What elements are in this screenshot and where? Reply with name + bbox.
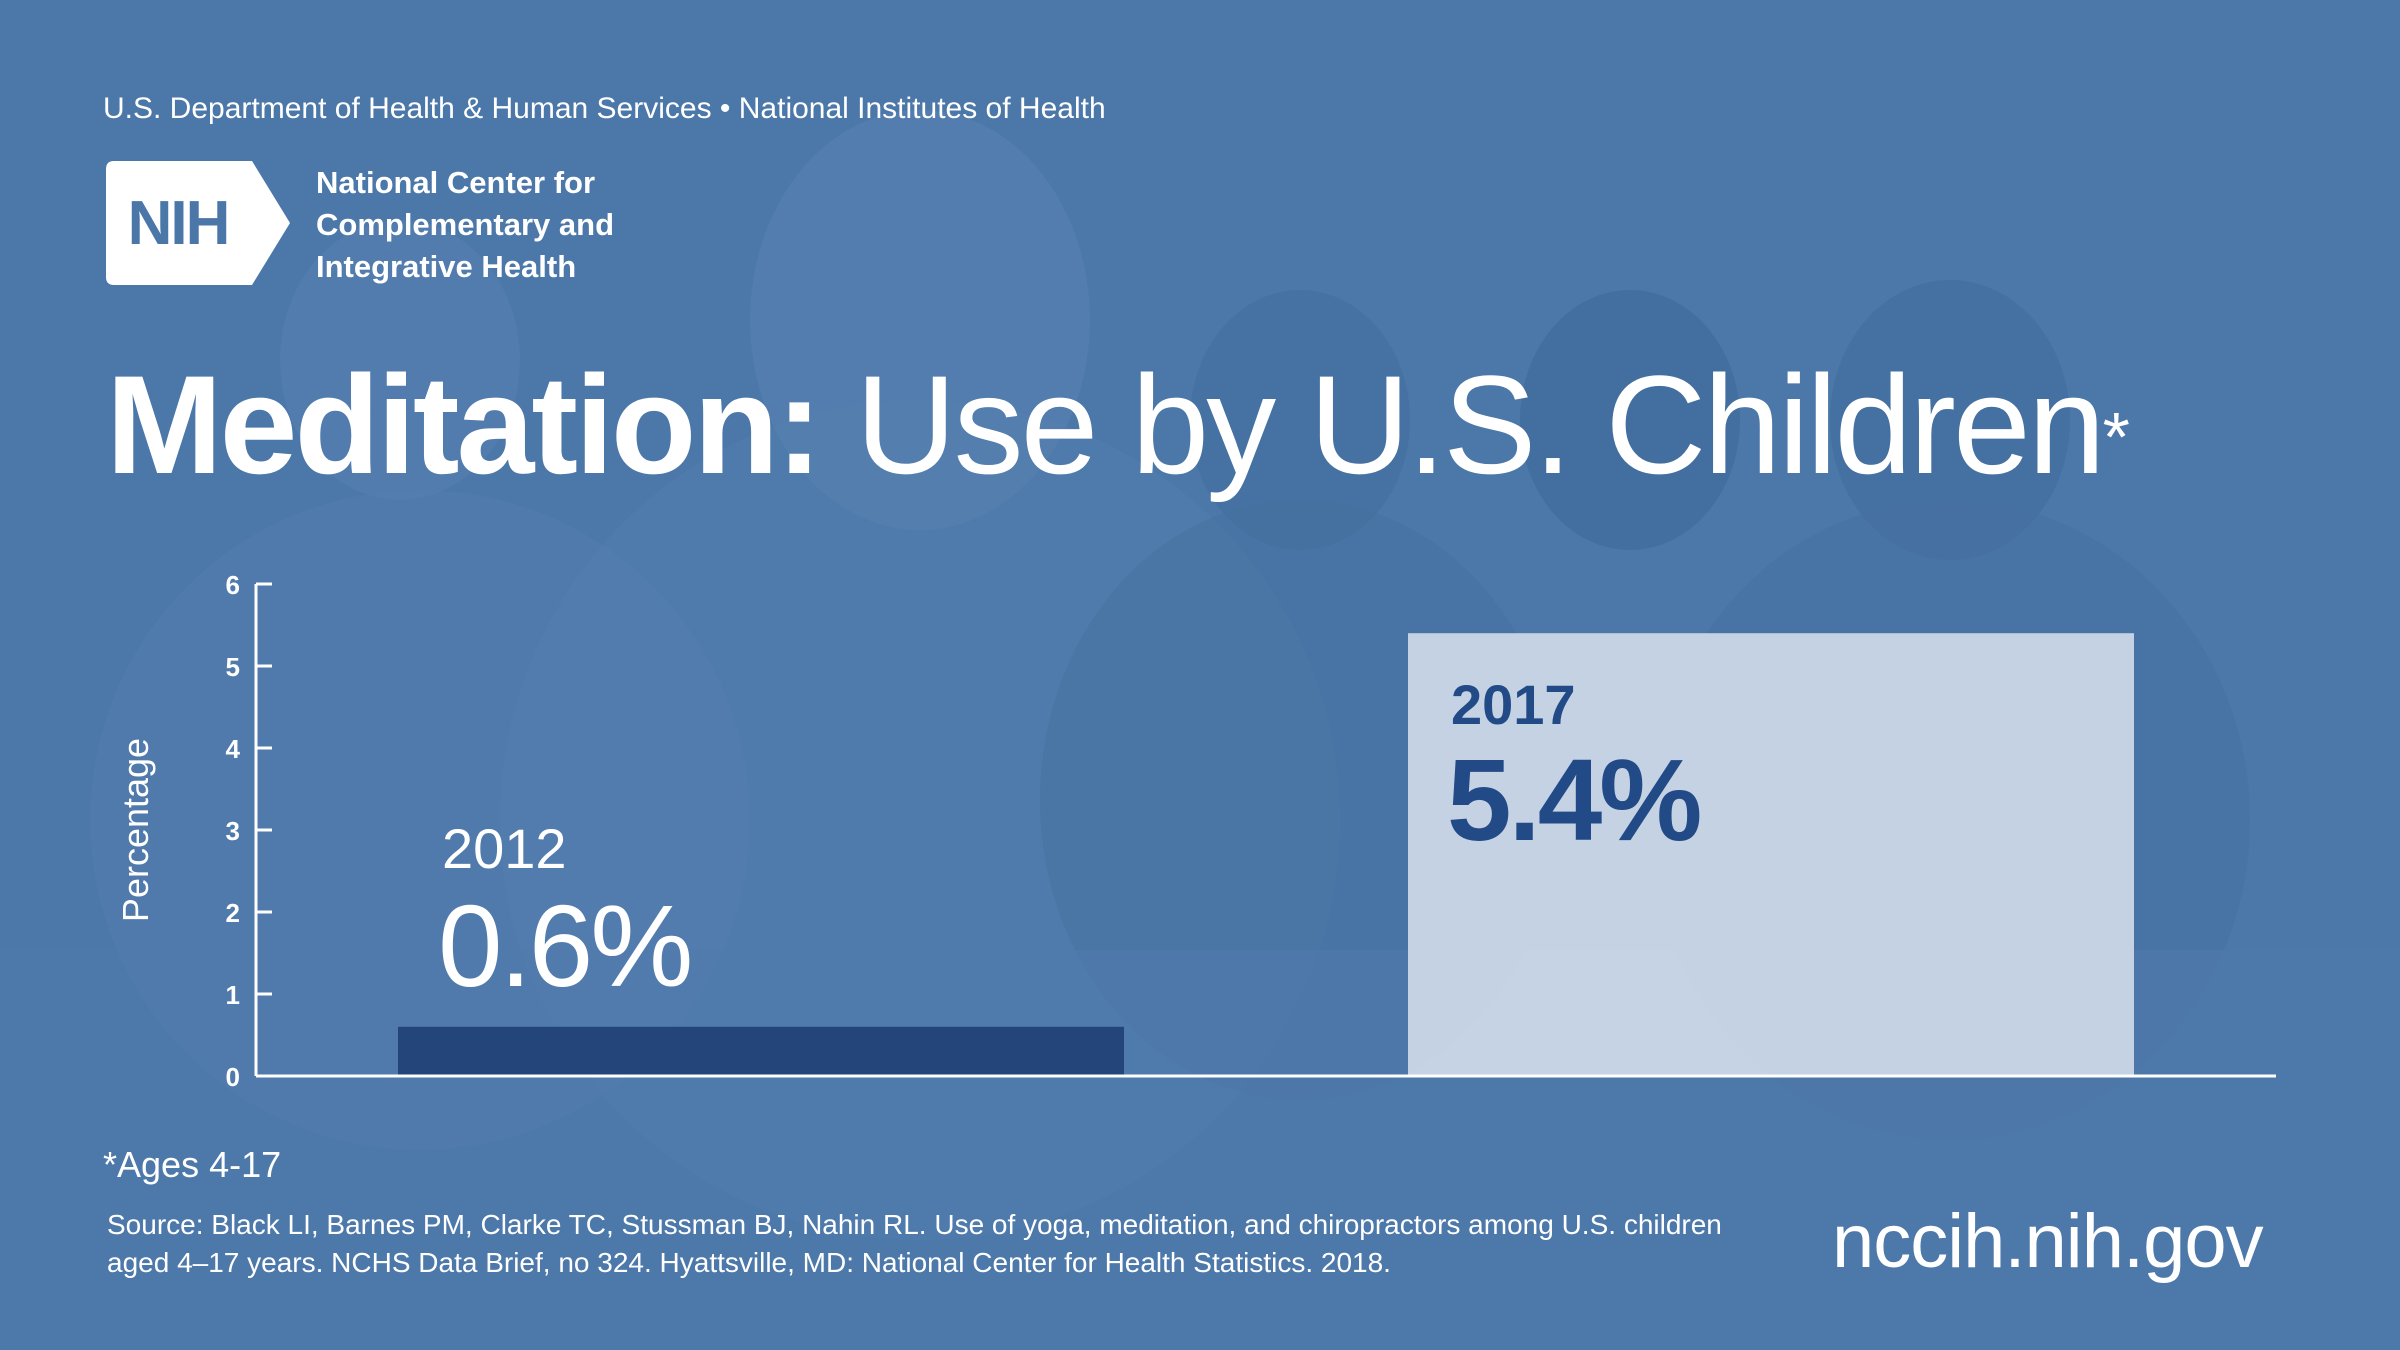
y-tick-label: 5: [226, 652, 240, 682]
bar-2012: [398, 1026, 1124, 1076]
y-tick-label: 3: [226, 816, 240, 846]
logo-line: Complementary and: [316, 207, 615, 242]
nih-logo: NIH: [106, 161, 290, 285]
y-tick-label: 4: [226, 734, 241, 764]
y-tick-label: 6: [226, 570, 240, 600]
title-bold: Meditation:: [106, 346, 823, 503]
y-tick-label: 0: [226, 1062, 240, 1092]
y-tick-label: 2: [226, 898, 240, 928]
value-label: 5.4%: [1447, 735, 1700, 865]
page-title: Meditation: Use by U.S. Children*: [106, 340, 2130, 510]
y-axis-label: Percentage: [115, 738, 156, 922]
bar-2017: [1408, 633, 2134, 1076]
department-line: U.S. Department of Health & Human Servic…: [103, 92, 1106, 125]
logo-text: National Center for Complementary and In…: [316, 162, 614, 288]
category-label: 2012: [442, 817, 567, 880]
footnote: *Ages 4-17: [103, 1144, 282, 1185]
logo-line: National Center for: [316, 165, 596, 200]
title-rest: Use by U.S. Children: [855, 346, 2105, 503]
category-label: 2017: [1451, 673, 1576, 736]
logo-mark: NIH: [128, 189, 229, 258]
y-tick-label: 1: [226, 980, 240, 1010]
title-marker: *: [2102, 398, 2130, 476]
source-citation: Source: Black LI, Barnes PM, Clarke TC, …: [107, 1209, 1722, 1278]
website-url: nccih.nih.gov: [1832, 1199, 2264, 1284]
logo-line: Integrative Health: [316, 249, 577, 284]
value-label: 0.6%: [438, 881, 690, 1011]
